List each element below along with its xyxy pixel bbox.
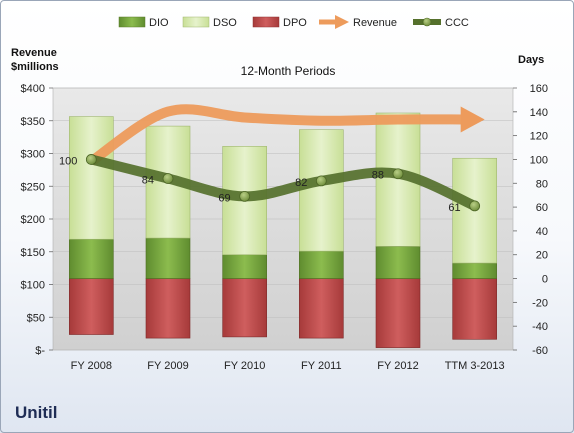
bar-dpo [69,278,114,335]
ccc-data-label: 84 [142,175,154,187]
left-tick-label: $- [35,345,45,357]
left-tick-label: $350 [21,116,45,128]
bar-dio [452,262,497,279]
left-axis-label-line1: Revenue [11,47,57,59]
category-label: TTM 3-2013 [445,360,505,372]
bar-dio [375,246,421,279]
left-axis-label-line2: $millions [11,61,59,73]
category-label: FY 2011 [301,360,342,372]
bar-dio [222,254,267,279]
ccc-point [392,168,404,180]
ccc-data-label: 69 [218,192,230,204]
bar-dpo [299,278,344,339]
right-tick-label: -20 [532,297,548,309]
left-tick-label: $250 [21,181,45,193]
legend-swatch-revenue [319,15,349,29]
right-tick-label: -40 [532,321,548,333]
ccc-point [315,175,327,187]
left-tick-label: $400 [21,83,45,95]
ccc-point [469,200,481,212]
ccc-data-label: 88 [372,170,384,182]
right-tick-label: 120 [530,131,548,143]
category-label: FY 2009 [147,360,188,372]
bars [69,112,497,348]
bar-dso [299,129,344,252]
bar-dso [69,116,114,240]
legend: DIO DSO DPO Revenue CCC [118,15,469,29]
ccc-data-label: 61 [448,202,460,214]
legend-label-dpo: DPO [283,17,307,29]
legend-swatch-dso [182,16,210,28]
right-tick-label: 160 [530,83,548,95]
ccc-series: 100 84 69 82 88 61 [59,154,481,214]
left-tick-label: $300 [21,149,45,161]
ccc-point [239,190,251,202]
right-tick-label: 80 [536,178,548,190]
category-label: FY 2008 [71,360,112,372]
right-tick-label: 0 [542,274,548,286]
right-tick-label: 60 [536,202,548,214]
right-tick-label: -60 [532,345,548,357]
bar-dpo [452,278,497,340]
bar-dpo [145,278,191,339]
legend-label-ccc: CCC [445,17,469,29]
category-label: FY 2012 [377,360,418,372]
ccc-point [162,173,174,184]
ccc-point [85,154,97,165]
ccc-line [86,154,480,211]
legend-swatch-dio [118,16,146,28]
right-axis-ticks: -60 -40 -20 0 20 40 60 80 100 120 140 160 [513,83,548,357]
right-axis-label: Days [518,54,544,66]
left-tick-label: $100 [21,280,45,292]
category-label: FY 2010 [224,360,265,372]
ccc-data-label: 100 [59,155,77,167]
ccc-data-label: 82 [295,177,307,189]
right-tick-label: 140 [530,107,548,119]
left-tick-label: $50 [27,312,45,324]
left-tick-label: $200 [21,214,45,226]
bar-dio [299,250,344,279]
category-labels: FY 2008 FY 2009 FY 2010 FY 2011 FY 2012 TTM 3… [71,360,505,372]
revenue-series [88,104,485,166]
bar-dpo [222,278,267,338]
right-tick-label: 40 [536,226,548,238]
right-tick-label: 20 [536,250,548,262]
bar-dio [145,237,191,279]
legend-swatch-ccc [413,17,441,27]
left-tick-label: $150 [21,247,45,259]
legend-swatch-dpo [252,16,280,28]
legend-label-dio: DIO [149,17,169,29]
bar-dpo [375,278,421,348]
left-axis-ticks: $- $50 $100 $150 $200 $250 $300 $350 $400 [21,83,53,357]
revenue-arrowhead [460,106,485,133]
right-tick-label: 100 [530,154,548,166]
legend-label-revenue: Revenue [353,17,397,29]
bar-dio [69,238,114,279]
company-name: Unitil [15,403,58,422]
legend-label-dso: DSO [213,17,237,29]
revenue-line [88,104,463,166]
chart-title: 12-Month Periods [241,64,336,78]
